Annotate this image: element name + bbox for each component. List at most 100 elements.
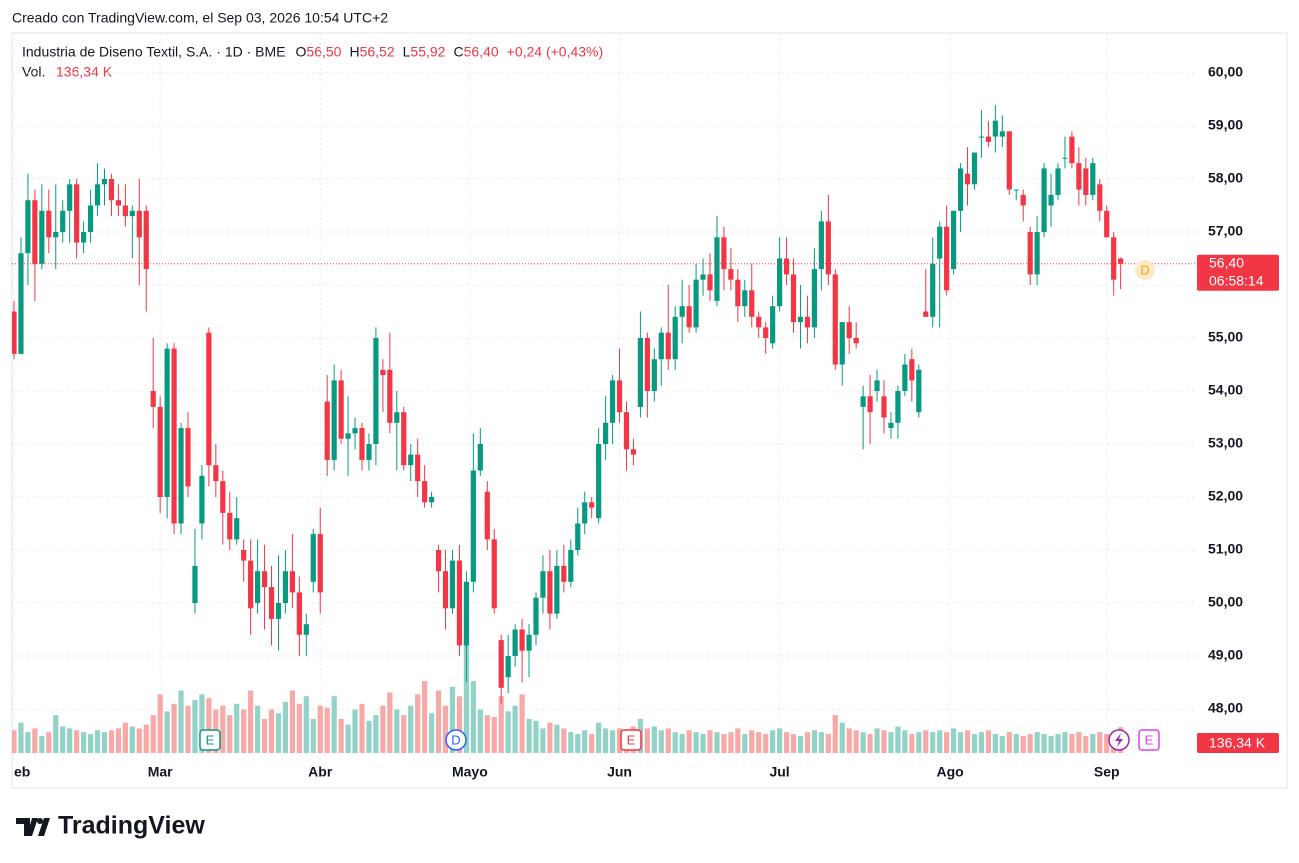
candle-body — [700, 274, 706, 280]
candle-body — [596, 444, 602, 519]
volume-bar — [1069, 734, 1075, 753]
y-tick-label: 53,00 — [1208, 435, 1243, 451]
volume-bar — [874, 728, 880, 753]
volume-bar — [1104, 734, 1110, 753]
volume-bar — [999, 735, 1005, 753]
volume-bar — [1076, 732, 1082, 753]
volume-bar — [178, 690, 184, 753]
volume-bar — [345, 724, 351, 753]
volume-bar — [561, 728, 567, 753]
candle-body — [582, 502, 588, 524]
candle-body — [916, 369, 922, 413]
x-tick-label: Jul — [769, 764, 789, 780]
candle-body — [331, 380, 337, 460]
candle-body — [101, 179, 108, 185]
countdown: 06:58:14 — [1209, 273, 1264, 289]
vol-label: Vol. — [22, 64, 45, 80]
volume-bar — [589, 734, 595, 753]
volume-bar — [547, 722, 553, 753]
volume-bar — [881, 730, 887, 753]
candle-body — [108, 179, 115, 201]
candle-body — [1013, 189, 1019, 191]
volume-bar — [199, 694, 205, 753]
volume-bar — [964, 730, 971, 753]
candle-body — [366, 444, 372, 460]
volume-bar — [937, 730, 943, 753]
volume-bar — [380, 705, 386, 753]
candle-body — [422, 481, 428, 503]
candle-body — [568, 550, 574, 582]
event-marker: D — [1140, 262, 1149, 277]
candle-body — [324, 401, 330, 460]
candle-body — [540, 571, 546, 598]
volume-bar — [832, 715, 838, 753]
candle-body — [672, 316, 678, 360]
candle-body — [178, 428, 184, 524]
candle-body — [296, 592, 302, 635]
volume-bar — [700, 734, 706, 753]
ohlc-label: O — [296, 44, 307, 60]
volume-bar — [853, 730, 859, 753]
event-bg — [620, 729, 642, 751]
candle-body — [770, 306, 776, 344]
volume-bar — [387, 692, 393, 753]
volume-bar — [1041, 734, 1047, 753]
candle-body — [951, 210, 957, 270]
volume-bar — [463, 635, 469, 753]
candle-body — [401, 412, 407, 466]
candle-body — [261, 571, 268, 588]
candle-body — [1041, 168, 1047, 232]
candle-body — [115, 200, 121, 206]
candle-body — [575, 523, 581, 550]
candle-body — [463, 581, 469, 646]
candle-body — [985, 136, 991, 142]
volume-bar — [32, 728, 38, 753]
candle-body — [561, 565, 567, 582]
candle-body — [456, 560, 463, 646]
candle-body — [449, 560, 456, 609]
candle-body — [164, 348, 170, 497]
bolt — [1115, 733, 1123, 747]
candle-body — [609, 380, 616, 423]
volume-bar — [930, 732, 936, 753]
candle-body — [171, 348, 177, 524]
candle-body — [589, 502, 595, 508]
volume-bar — [359, 703, 365, 753]
volume-bar — [1027, 734, 1033, 753]
candle-body — [275, 603, 282, 619]
volume-bar — [665, 728, 671, 753]
ohlc-value: 55,92 — [410, 44, 445, 60]
volume-bar — [60, 726, 66, 753]
candle-body — [373, 338, 379, 444]
logo-dot — [37, 818, 43, 824]
candle-body — [832, 274, 838, 365]
volume-bar — [150, 715, 156, 753]
candle-body — [846, 322, 852, 338]
volume-bar — [790, 734, 797, 753]
volume-bar — [331, 696, 337, 753]
candle-body — [623, 412, 630, 450]
candle-body — [81, 232, 87, 243]
candle-body — [519, 629, 525, 651]
candle-body — [923, 311, 929, 317]
candle-body — [728, 269, 734, 280]
candle-body — [714, 237, 720, 301]
candle-body — [679, 306, 685, 317]
volume-bar — [818, 732, 824, 753]
candle-body — [964, 173, 971, 185]
volume-bar — [728, 732, 734, 753]
candle-body — [658, 332, 664, 360]
candle-body — [944, 226, 950, 291]
candle-body — [978, 136, 985, 138]
event-marker: E — [627, 732, 636, 747]
legend: Industria de Diseno Textil, S.A. · 1D · … — [22, 44, 603, 80]
volume-bar — [756, 732, 762, 753]
volume-bar — [1097, 732, 1103, 753]
x-tick-label: eb — [14, 764, 30, 780]
volume-bar — [916, 732, 922, 753]
volume-bar — [275, 713, 282, 753]
volume-bar — [408, 705, 414, 753]
volume-bar — [143, 724, 149, 753]
volume-bar — [255, 705, 261, 753]
volume-bar — [783, 732, 790, 753]
